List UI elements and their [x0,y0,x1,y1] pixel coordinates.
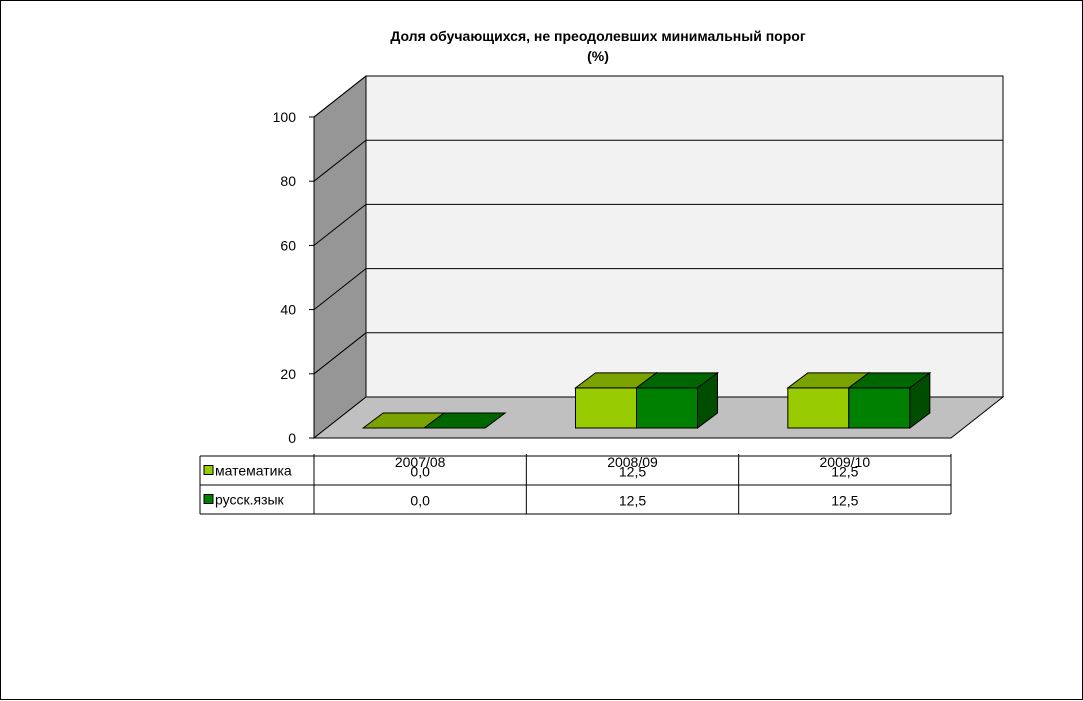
y-tick-label: 80 [280,173,296,189]
side-wall [313,74,367,440]
y-tick-label: 0 [288,430,296,446]
table-value: 12,5 [619,493,646,509]
table-value: 12,5 [831,493,858,509]
data-table: 2007/08 2008/09 2009/10 математика 0,0 12,5 12… [199,454,952,515]
bar-front [787,387,850,429]
x-category-label: 2008/09 [607,454,658,470]
table-value: 12,5 [831,464,858,480]
table-value: 0,0 [410,464,430,480]
y-tick-label: 20 [280,366,296,382]
table-value: 12,5 [619,464,646,480]
back-wall [365,75,1004,398]
chart-title: Доля обучающихся, не преодолевших минима… [390,28,806,44]
legend-swatch [203,465,214,475]
table-value: 0,0 [410,493,430,509]
bar-front [575,387,637,429]
legend-swatch [203,494,214,504]
bar-top [422,412,507,429]
y-tick-label: 40 [280,302,296,318]
chart-gridlines [313,75,1003,375]
y-tick-label: 100 [273,109,297,125]
chart-subtitle: (%) [587,48,609,64]
bar-side [909,371,931,429]
legend-label: русск.язык [215,492,285,508]
y-axis-ticks: 0 20 40 60 80 100 [273,109,315,446]
y-tick-label: 60 [280,237,296,253]
legend-label: математика [215,463,292,479]
gridline [313,332,1003,375]
x-category-label: 2009/10 [820,454,871,470]
bar-front [636,387,698,429]
gridline [313,268,1003,310]
bar-front [848,387,911,429]
bar-side [697,371,718,429]
gridline [313,75,1003,118]
gridline [313,139,1003,182]
chart-bars [361,371,932,429]
x-category-label: 2007/08 [395,454,446,470]
gridline [313,203,1003,246]
